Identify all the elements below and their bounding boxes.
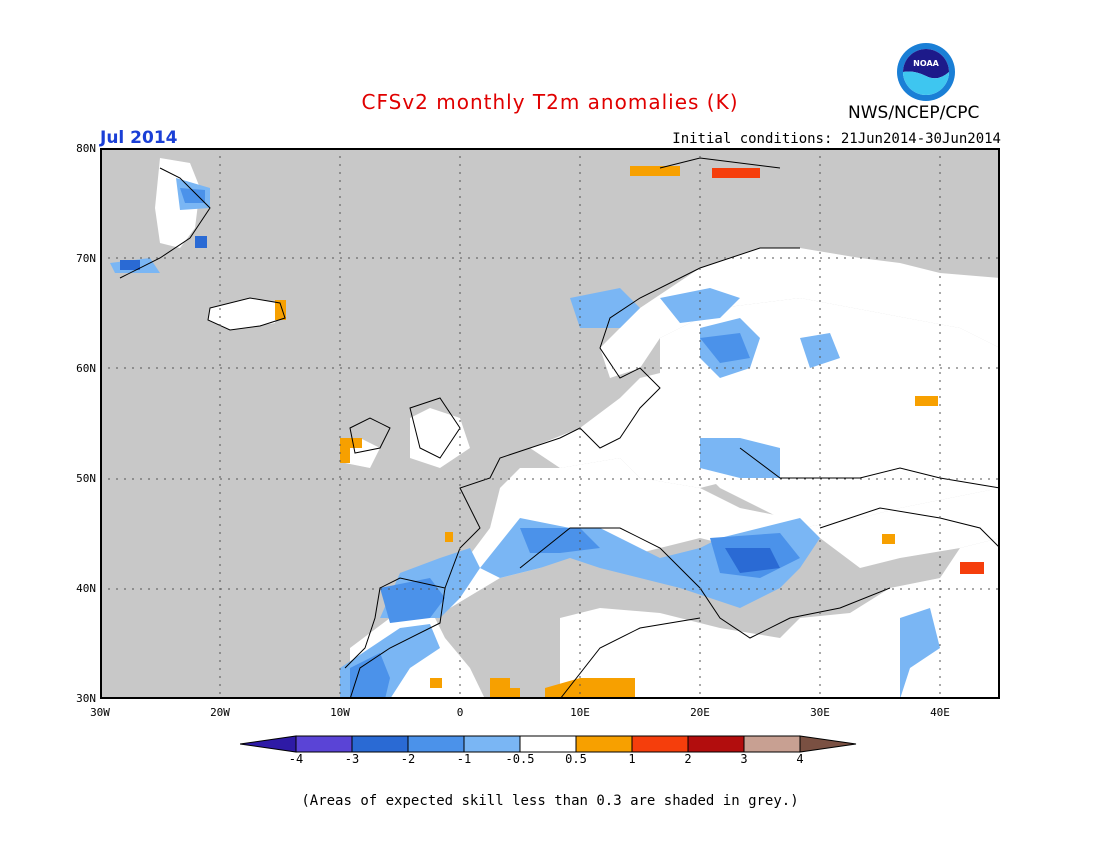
colorbar-arrow-right [799, 735, 857, 753]
noaa-logo: NOAA [897, 43, 955, 101]
anomaly-map [100, 148, 1000, 699]
logo-lettering: NOAA [913, 59, 939, 68]
map-frame [100, 148, 1000, 699]
lon-label-10w: 10W [330, 706, 350, 719]
colorbar [240, 735, 857, 753]
colorbar-label: -4 [288, 752, 304, 766]
anomaly-dark-blue [120, 236, 780, 573]
colorbar-label: -2 [400, 752, 416, 766]
coastlines [119, 157, 1000, 699]
colorbar-label: -1 [456, 752, 472, 766]
agency-label: NWS/NCEP/CPC [848, 103, 980, 123]
lat-label-80n: 80N [76, 142, 96, 155]
lat-label-70n: 70N [76, 252, 96, 265]
colorbar-cell [295, 735, 353, 753]
colorbar-cell [743, 735, 801, 753]
lat-label-50n: 50N [76, 472, 96, 485]
anomaly-red [712, 168, 984, 574]
colorbar-cell [687, 735, 745, 753]
forecast-month: Jul 2014 [100, 128, 178, 148]
colorbar-cell [631, 735, 689, 753]
lon-label-10e: 10E [570, 706, 590, 719]
map-title: CFSv2 monthly T2m anomalies (K) [361, 90, 739, 114]
lon-label-20w: 20W [210, 706, 230, 719]
colorbar-label: 2 [684, 752, 692, 766]
colorbar-cell [519, 735, 577, 753]
lon-label-0: 0 [456, 706, 464, 719]
lon-label-30e: 30E [810, 706, 830, 719]
anomaly-orange [275, 166, 938, 699]
colorbar-label: -3 [344, 752, 360, 766]
initial-conditions: Initial conditions: 21Jun2014-30Jun2014 [672, 131, 1001, 147]
colorbar-cell [351, 735, 409, 753]
lat-label-30n: 30N [76, 692, 96, 705]
graticule [100, 148, 1000, 699]
colorbar-label: 4 [796, 752, 804, 766]
land-white-areas [155, 158, 1000, 699]
colorbar-cell [575, 735, 633, 753]
colorbar-label: 1 [628, 752, 636, 766]
colorbar-label: -0.5 [505, 752, 535, 766]
colorbar-cell [407, 735, 465, 753]
colorbar-cell [463, 735, 521, 753]
colorbar-arrow-left [240, 735, 297, 753]
lon-label-40e: 40E [930, 706, 950, 719]
skill-footnote: (Areas of expected skill less than 0.3 a… [301, 793, 799, 809]
lon-label-20e: 20E [690, 706, 710, 719]
lat-label-40n: 40N [76, 582, 96, 595]
lat-label-60n: 60N [76, 362, 96, 375]
colorbar-cells [240, 735, 857, 753]
lon-label-30w: 30W [90, 706, 110, 719]
colorbar-label: 3 [740, 752, 748, 766]
colorbar-label: 0.5 [565, 752, 587, 766]
